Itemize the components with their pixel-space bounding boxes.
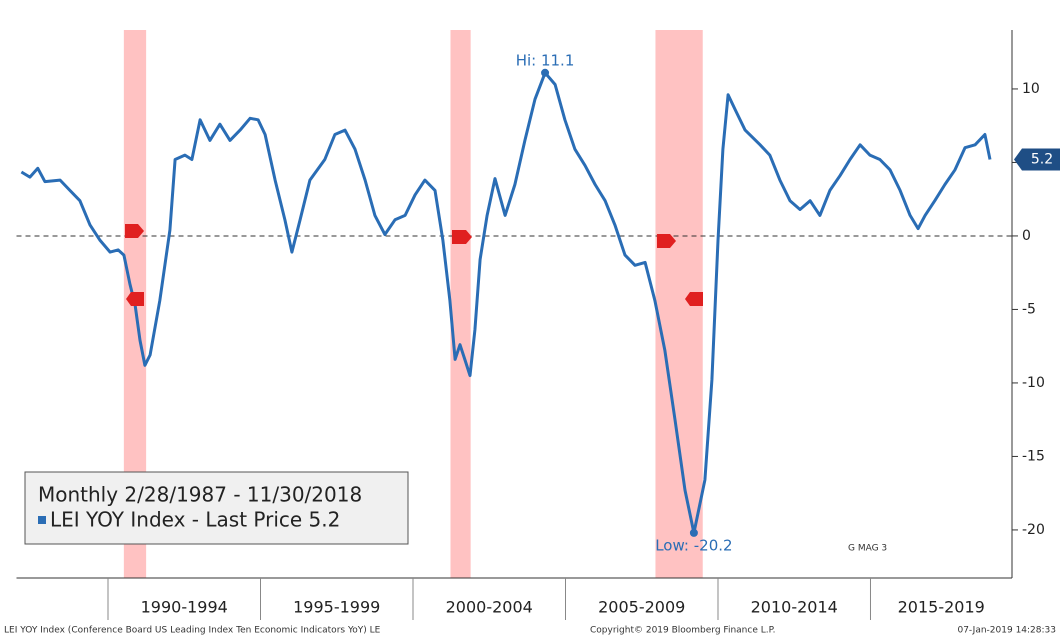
event-marker xyxy=(452,230,472,244)
footer-center: Copyright© 2019 Bloomberg Finance L.P. xyxy=(590,626,775,636)
x-period-label: 1995-1999 xyxy=(293,598,380,617)
x-period-label: 2010-2014 xyxy=(751,598,838,617)
last-price-tag xyxy=(1014,148,1060,171)
x-period-label: 2005-2009 xyxy=(598,598,685,617)
annotation: Hi: 11.1 xyxy=(516,51,575,69)
y-tick-label: -20 xyxy=(1022,522,1045,538)
recession-band xyxy=(450,30,471,578)
y-tick-label: 10 xyxy=(1022,81,1040,97)
legend-swatch xyxy=(38,516,46,524)
x-period-label: 1990-1994 xyxy=(141,598,228,617)
series-line xyxy=(20,71,992,535)
annotation-dot xyxy=(689,528,698,537)
legend-box xyxy=(24,471,409,545)
event-marker xyxy=(125,224,144,238)
event-marker xyxy=(126,292,144,306)
watermark: G MAG 3 xyxy=(848,544,887,554)
event-marker xyxy=(657,234,676,248)
legend-entry: LEI YOY Index - Last Price 5.2 xyxy=(50,508,340,532)
x-period-label: 2000-2004 xyxy=(446,598,533,617)
last-price-label: 5.2 xyxy=(1031,152,1053,168)
plot-area: -20-15-10-505101990-19941995-19992000-20… xyxy=(16,30,1060,620)
footer-left: LEI YOY Index (Conference Board US Leadi… xyxy=(4,626,381,636)
y-tick-label: -10 xyxy=(1022,375,1045,391)
annotation-dot xyxy=(541,68,550,77)
event-markers xyxy=(125,224,703,306)
y-tick-label: -5 xyxy=(1022,301,1036,317)
event-marker xyxy=(685,292,703,306)
footer-right: 07-Jan-2019 14:28:33 xyxy=(957,626,1056,636)
y-tick-label: -15 xyxy=(1022,448,1045,464)
x-period-label: 2015-2019 xyxy=(898,598,985,617)
legend-title: Monthly 2/28/1987 - 11/30/2018 xyxy=(38,483,362,507)
y-tick-label: 0 xyxy=(1022,228,1031,244)
annotation: Low: -20.2 xyxy=(655,536,732,554)
